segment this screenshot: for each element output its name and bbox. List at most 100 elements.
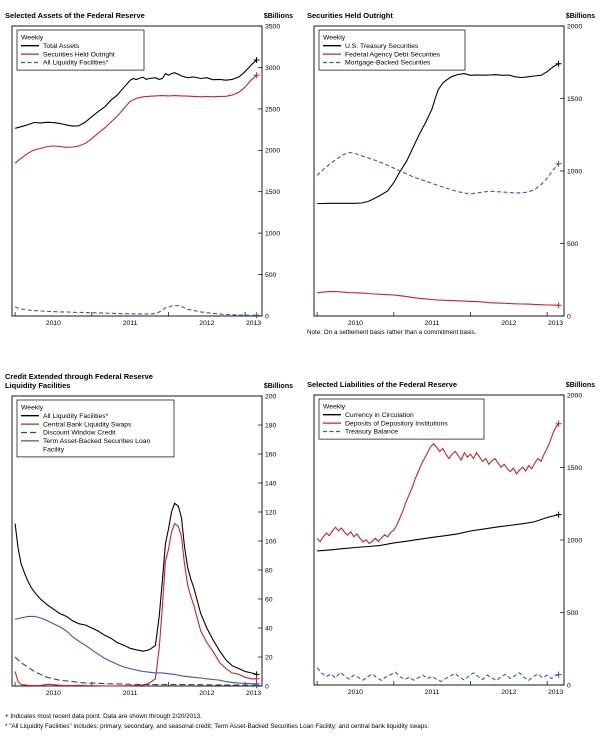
- chart-note: [5, 329, 293, 338]
- chart-note: [307, 698, 595, 707]
- units-label: $Billions: [263, 383, 293, 390]
- y-tick-label: 1000: [567, 168, 582, 175]
- series-treasury-balance: [316, 667, 559, 683]
- x-tick-label: 2010: [348, 689, 363, 696]
- x-tick-label: 2011: [425, 689, 440, 696]
- footnotes: + Indicates most recent data point. Data…: [5, 712, 595, 732]
- y-tick-label: 500: [265, 272, 277, 279]
- chart-panel-selected-assets: Selected Assets of the Federal Reserve $…: [5, 3, 293, 338]
- footnote-liquidity-facilities-definition: * "All Liquidity Facilities" includes: p…: [5, 722, 430, 730]
- x-tick-label: 2012: [199, 320, 214, 327]
- legend-item-label: Federal Agency Debt Securities: [345, 51, 441, 58]
- series-all-liquidity-facilities-: [14, 502, 257, 675]
- x-tick-label: 2013: [246, 320, 261, 327]
- chart-header: Credit Extended through Federal Reserve …: [5, 372, 293, 390]
- legend-frequency-label: Weekly: [323, 404, 346, 411]
- x-tick-label: 2013: [548, 689, 563, 696]
- y-tick-label: 0: [265, 683, 269, 690]
- chart-panel-securities-held-outright: Securities Held Outright $Billions 0 500 1…: [307, 3, 595, 338]
- series-total-assets: [14, 59, 257, 129]
- legend-item-label: Term Asset-Backed Securities Loan: [43, 438, 151, 445]
- series-central-bank-liquidity-swaps: [14, 522, 257, 687]
- legend-item-label: Central Bank Liquidity Swaps: [43, 421, 132, 428]
- securities-held-outright-chart: 0 500 1000 1500 2000 2010 2011 2012 2013 WeeklyU.…: [313, 23, 582, 327]
- x-tick-label: 2012: [501, 689, 516, 696]
- series-federal-agency-debt-securities: [317, 290, 559, 306]
- charts-grid: Selected Assets of the Federal Reserve $…: [5, 3, 595, 708]
- series-deposits-of-depository-institutions: [316, 423, 560, 545]
- x-tick-label: 2013: [246, 690, 261, 697]
- latest-point-marker: [253, 680, 260, 687]
- chart-title: Credit Extended through Federal Reserve …: [5, 372, 153, 390]
- chart-header: Selected Liabilities of the Federal Rese…: [307, 372, 595, 389]
- legend-item-label: U.S. Treasury Securities: [345, 43, 419, 50]
- y-tick-label: 180: [265, 422, 277, 429]
- legend-item-label: Mortgage-Backed Securities: [345, 60, 431, 67]
- y-tick-label: 100: [265, 538, 277, 545]
- legend-box: [318, 29, 466, 71]
- latest-point-marker: [555, 160, 562, 167]
- series-u-s-treasury-securities: [317, 63, 559, 205]
- y-tick-label: 0: [567, 313, 571, 320]
- legend-item-label: Currency in Circulation: [345, 412, 414, 419]
- units-label: $Billions: [565, 13, 595, 20]
- y-tick-label: 1500: [265, 189, 280, 196]
- y-tick-label: 2000: [265, 148, 280, 155]
- y-tick-label: 80: [265, 567, 273, 574]
- chart-title: Selected Liabilities of the Federal Rese…: [307, 380, 458, 389]
- y-tick-label: 140: [265, 480, 277, 487]
- y-tick-label: 120: [265, 509, 277, 516]
- chart-note: Note: On a settlement basis rather than …: [307, 329, 477, 336]
- latest-point-marker: [253, 312, 260, 319]
- y-tick-label: 40: [265, 625, 273, 632]
- legend-box: [16, 399, 175, 458]
- y-tick-label: 3000: [265, 65, 280, 72]
- selected-liabilities-chart: 0 500 1000 1500 2000 2010 2011 2012 2013 WeeklyCu…: [313, 392, 582, 696]
- y-tick-label: 500: [567, 610, 579, 617]
- legend-item-label: All Liquidity Facilities*: [43, 413, 109, 420]
- units-label: $Billions: [263, 13, 293, 20]
- plot-frame: [11, 25, 263, 317]
- units-label: $Billions: [565, 382, 595, 389]
- latest-point-marker: [253, 57, 260, 63]
- latest-point-marker: [555, 60, 562, 67]
- legend-item-label: All Liquidity Facilities*: [43, 60, 109, 67]
- y-tick-label: 60: [265, 596, 273, 603]
- chart-panel-liquidity-facilities-credit: Credit Extended through Federal Reserve …: [5, 372, 293, 708]
- legend-item-label: Deposits of Depository Institutions: [345, 420, 448, 427]
- y-tick-label: 20: [265, 654, 273, 661]
- x-tick-label: 2011: [123, 690, 138, 697]
- x-tick-label: 2012: [501, 320, 516, 327]
- legend-item-label: Discount Window Credit: [43, 430, 116, 437]
- legend-frequency-label: Weekly: [21, 405, 44, 412]
- series-securities-held-outright: [14, 74, 257, 164]
- series-all-liquidity-facilities-: [14, 305, 257, 316]
- latest-point-marker: [555, 302, 562, 309]
- series-term-asset-backed-securities-loan-facility: [14, 615, 257, 685]
- chart-title: Selected Assets of the Federal Reserve: [5, 11, 145, 20]
- y-tick-label: 1000: [265, 231, 280, 238]
- x-tick-label: 2010: [348, 320, 363, 327]
- y-tick-label: 0: [265, 313, 269, 320]
- x-tick-label: 2011: [123, 320, 138, 327]
- legend-box: [318, 398, 485, 440]
- liquidity-facilities-credit-chart: 0 20 40 60 80 100 120 140 160 180 200 2010 2011 2012 2…: [11, 393, 277, 697]
- series-discount-window-credit: [14, 656, 257, 686]
- chart-note: [5, 699, 293, 708]
- latest-point-marker: [555, 420, 562, 427]
- series-mortgage-backed-securities: [316, 151, 560, 195]
- y-tick-label: 1500: [567, 465, 582, 472]
- selected-assets-chart: 0 500 1000 1500 2000 2500 3000 3500 2010 2011 2012…: [11, 23, 280, 327]
- footnote-latest-data-point: + Indicates most recent data point. Data…: [5, 713, 202, 720]
- chart-header: Selected Assets of the Federal Reserve $…: [5, 3, 293, 20]
- series-currency-in-circulation: [317, 514, 559, 552]
- y-tick-label: 500: [567, 241, 579, 248]
- legend-frequency-label: Weekly: [21, 35, 44, 42]
- legend-item-label: Total Assets: [43, 43, 80, 50]
- latest-point-marker: [555, 671, 562, 678]
- legend-item-label: Treasury Balance: [345, 429, 398, 436]
- x-tick-label: 2013: [548, 320, 563, 327]
- chart-panel-selected-liabilities: Selected Liabilities of the Federal Rese…: [307, 372, 595, 708]
- y-tick-label: 160: [265, 451, 277, 458]
